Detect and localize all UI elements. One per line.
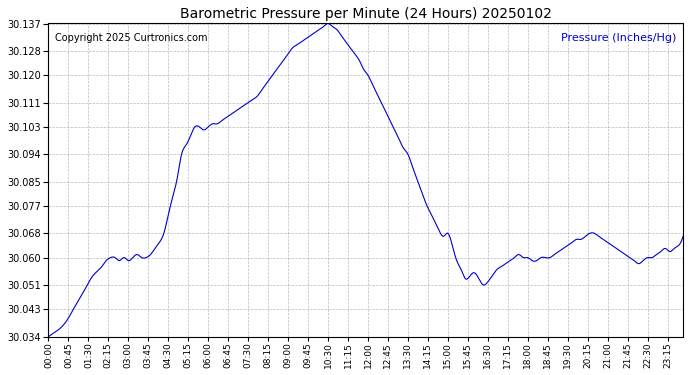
Text: Copyright 2025 Curtronics.com: Copyright 2025 Curtronics.com (55, 33, 207, 43)
Title: Barometric Pressure per Minute (24 Hours) 20250102: Barometric Pressure per Minute (24 Hours… (180, 7, 552, 21)
Text: Pressure (Inches/Hg): Pressure (Inches/Hg) (562, 33, 677, 43)
